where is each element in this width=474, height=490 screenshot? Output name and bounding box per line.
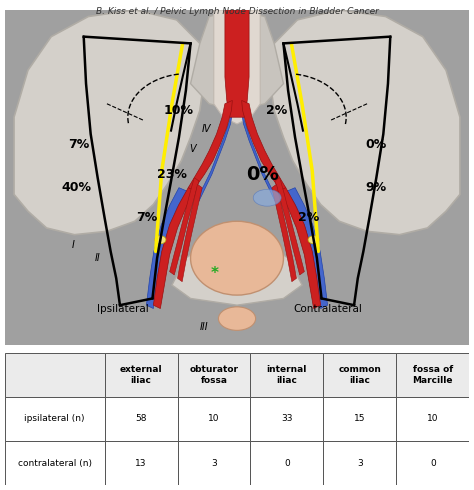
Text: Ipsilateral: Ipsilateral <box>97 303 149 314</box>
Ellipse shape <box>219 307 255 330</box>
Text: 9%: 9% <box>366 181 387 194</box>
Polygon shape <box>214 10 260 124</box>
Polygon shape <box>172 238 302 305</box>
Polygon shape <box>270 10 460 235</box>
Text: 0%: 0% <box>246 165 279 184</box>
Bar <box>178 397 250 441</box>
Polygon shape <box>170 178 199 275</box>
Bar <box>396 441 469 485</box>
Bar <box>323 441 396 485</box>
Text: 15: 15 <box>354 415 365 423</box>
Text: ipsilateral (n): ipsilateral (n) <box>25 415 85 423</box>
Polygon shape <box>275 178 304 275</box>
Polygon shape <box>191 10 283 111</box>
Text: V: V <box>190 144 196 154</box>
Text: II: II <box>95 253 100 263</box>
Bar <box>178 353 250 397</box>
Bar <box>396 397 469 441</box>
Bar <box>105 353 178 397</box>
Ellipse shape <box>253 189 281 206</box>
Text: 2%: 2% <box>266 104 287 117</box>
Ellipse shape <box>308 236 319 244</box>
Text: 10: 10 <box>427 415 438 423</box>
Ellipse shape <box>191 221 283 295</box>
Text: fossa of
Marcille: fossa of Marcille <box>412 365 453 385</box>
Bar <box>250 353 323 397</box>
Text: Contralateral: Contralateral <box>293 303 362 314</box>
Polygon shape <box>188 100 232 195</box>
Text: 23%: 23% <box>157 168 187 181</box>
Polygon shape <box>242 100 286 195</box>
Polygon shape <box>287 188 328 309</box>
Text: 33: 33 <box>281 415 292 423</box>
Polygon shape <box>146 188 187 309</box>
Polygon shape <box>225 10 249 117</box>
Text: obturator
fossa: obturator fossa <box>190 365 238 385</box>
Text: 7%: 7% <box>68 138 90 150</box>
Text: external
iliac: external iliac <box>120 365 163 385</box>
Polygon shape <box>231 10 243 111</box>
Text: 0%: 0% <box>366 138 387 150</box>
Text: 10: 10 <box>208 415 220 423</box>
Bar <box>5 353 105 397</box>
Text: contralateral (n): contralateral (n) <box>18 459 91 467</box>
Polygon shape <box>198 104 233 201</box>
Text: 58: 58 <box>135 415 147 423</box>
Bar <box>323 353 396 397</box>
Bar <box>323 397 396 441</box>
Polygon shape <box>14 10 204 235</box>
Text: 40%: 40% <box>62 181 92 194</box>
Text: 7%: 7% <box>136 211 157 224</box>
Text: 3: 3 <box>211 459 217 467</box>
Text: 13: 13 <box>135 459 147 467</box>
Bar <box>5 397 105 441</box>
Bar <box>250 397 323 441</box>
Text: 0: 0 <box>284 459 290 467</box>
Polygon shape <box>279 188 320 309</box>
Text: B. Kiss et al. / Pelvic Lymph Node Dissection in Bladder Cancer: B. Kiss et al. / Pelvic Lymph Node Disse… <box>96 7 378 16</box>
Text: IV: IV <box>202 124 211 134</box>
Bar <box>105 441 178 485</box>
Bar <box>5 441 105 485</box>
Text: 2%: 2% <box>298 211 319 224</box>
Polygon shape <box>154 188 195 309</box>
Polygon shape <box>178 184 202 282</box>
Ellipse shape <box>155 236 166 244</box>
Polygon shape <box>272 184 296 282</box>
Text: 0: 0 <box>430 459 436 467</box>
Text: I: I <box>72 240 75 250</box>
Text: *: * <box>211 266 219 281</box>
Text: 10%: 10% <box>164 104 194 117</box>
Polygon shape <box>241 104 276 201</box>
Text: common
iliac: common iliac <box>338 365 381 385</box>
Bar <box>250 441 323 485</box>
Bar <box>105 397 178 441</box>
Bar <box>396 353 469 397</box>
Text: III: III <box>200 322 209 332</box>
Bar <box>178 441 250 485</box>
Text: 3: 3 <box>357 459 363 467</box>
Text: internal
iliac: internal iliac <box>267 365 307 385</box>
